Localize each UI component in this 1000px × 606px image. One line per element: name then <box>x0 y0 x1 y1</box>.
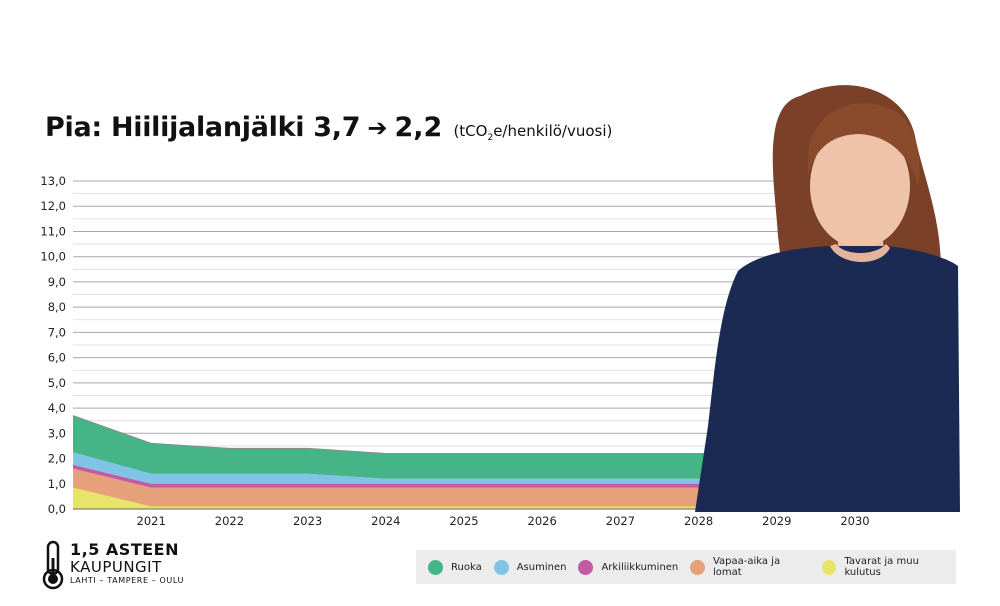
logo-line-3: LAHTI – TAMPERE – OULU <box>70 576 184 585</box>
legend-swatch <box>690 559 705 575</box>
x-tick-label: 2024 <box>371 514 400 528</box>
x-tick-label: 2025 <box>449 514 478 528</box>
legend-swatch <box>428 559 443 575</box>
legend-swatch <box>821 559 837 575</box>
y-tick-label: 0,0 <box>48 502 66 516</box>
y-tick-label: 11,0 <box>40 224 66 238</box>
legend-item: Tavarat ja muu kulutus <box>821 556 956 578</box>
area-series-vapaa-aika-ja-lomat <box>73 468 855 507</box>
y-tick-label: 12,0 <box>40 199 66 213</box>
area-series-asuminen <box>73 452 855 484</box>
y-tick-label: 3,0 <box>48 426 66 440</box>
y-axis-labels: 0,0 1,0 2,0 3,0 4,0 5,0 6,0 7,0 8,0 9,0 10,0 11,0 12… <box>40 174 66 516</box>
x-tick-label: 2027 <box>606 514 635 528</box>
logo-line-1: 1,5 ASTEEN <box>70 540 179 559</box>
legend-item: Asuminen <box>493 559 567 575</box>
y-tick-label: 9,0 <box>48 275 66 289</box>
logo: 1,5 ASTEEN KAUPUNGIT LAHTI – TAMPERE – O… <box>40 540 220 592</box>
arrow-icon: ➔ <box>367 114 388 142</box>
logo-line-2: KAUPUNGIT <box>70 558 162 576</box>
x-tick-label: 2028 <box>684 514 713 528</box>
title-text: Pia: Hiilijalanjälki 3,7 <box>45 112 361 143</box>
y-tick-label: 1,0 <box>48 477 66 491</box>
area-series-ruoka <box>73 415 855 479</box>
x-tick-label: 2021 <box>137 514 166 528</box>
y-tick-label: 5,0 <box>48 376 66 390</box>
y-tick-label: 8,0 <box>48 300 66 314</box>
legend-swatch <box>493 559 509 575</box>
y-tick-label: 2,0 <box>48 452 66 466</box>
legend-label: Asuminen <box>516 561 567 573</box>
legend-item: Ruoka <box>428 559 482 575</box>
unit-prefix: (tCO <box>453 122 488 140</box>
unit-subscript: 2 <box>487 133 494 143</box>
x-tick-label: 2026 <box>528 514 557 528</box>
y-tick-label: 13,0 <box>40 174 66 188</box>
y-tick-label: 6,0 <box>48 351 66 365</box>
legend-swatch <box>578 559 594 575</box>
unit-suffix: e/henkilö/vuosi) <box>493 122 613 140</box>
x-tick-label: 2030 <box>840 514 869 528</box>
title-unit: (tCO2e/henkilö/vuosi) <box>453 122 613 143</box>
y-tick-label: 10,0 <box>40 250 66 264</box>
person-photo <box>695 85 960 512</box>
x-axis-labels: 2021 2022 2023 2024 2025 2026 2027 2028 2029 2030 <box>137 514 870 528</box>
x-tick-label: 2022 <box>215 514 244 528</box>
legend-label: Ruoka <box>451 561 482 573</box>
x-tick-label: 2023 <box>293 514 322 528</box>
legend-item: Arkiliikkuminen <box>578 559 679 575</box>
legend-item: Vapaa-aika ja lomat <box>690 556 809 578</box>
x-tick-label: 2029 <box>762 514 791 528</box>
y-tick-label: 4,0 <box>48 401 66 415</box>
legend-label: Vapaa-aika ja lomat <box>712 556 781 578</box>
chart-legend: Ruoka Asuminen Arkiliikkuminen Vapaa-aika j… <box>416 550 956 584</box>
y-tick-label: 7,0 <box>48 325 66 339</box>
legend-label: Arkiliikkuminen <box>601 561 679 573</box>
chart-title: Pia: Hiilijalanjälki 3,7 ➔ 2,2 (tCO2e/he… <box>45 112 612 143</box>
legend-label: Tavarat ja muu kulutus <box>844 556 919 578</box>
thermometer-icon <box>42 540 64 590</box>
title-target-value: 2,2 <box>394 112 443 143</box>
